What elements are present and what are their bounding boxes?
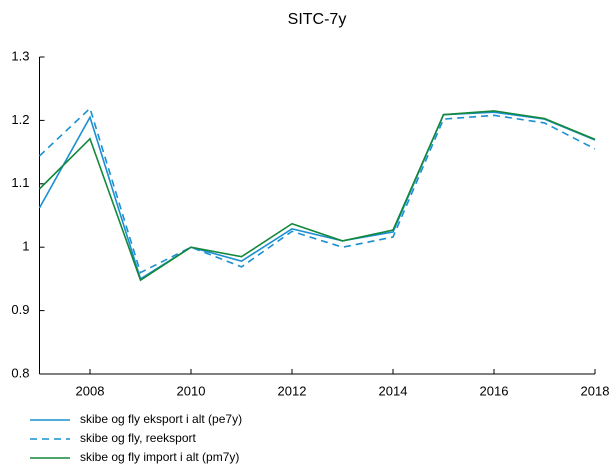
x-tick-label: 2012 (278, 383, 307, 398)
y-tick-label: 0.9 (11, 302, 29, 317)
x-tick-label: 2018 (581, 383, 610, 398)
y-tick-label: 1.3 (11, 48, 29, 63)
chart-title: SITC-7y (288, 11, 347, 28)
x-tick-label: 2014 (379, 383, 408, 398)
x-tick-label: 2008 (76, 383, 105, 398)
y-tick-label: 1 (22, 239, 29, 254)
line-series (38, 110, 596, 282)
line-series (38, 106, 596, 274)
y-tick-label: 1.1 (11, 175, 29, 190)
x-tick-label: 2016 (480, 383, 509, 398)
legend-label: skibe og fly eksport i alt (pe7y) (80, 412, 242, 426)
y-tick-label: 0.8 (11, 365, 29, 380)
legend-label: skibe og fly import i alt (pm7y) (80, 450, 239, 464)
line-series (38, 111, 596, 281)
x-tick-label: 2010 (177, 383, 206, 398)
y-tick-label: 1.2 (11, 112, 29, 127)
legend-label: skibe og fly, reeksport (80, 431, 196, 445)
